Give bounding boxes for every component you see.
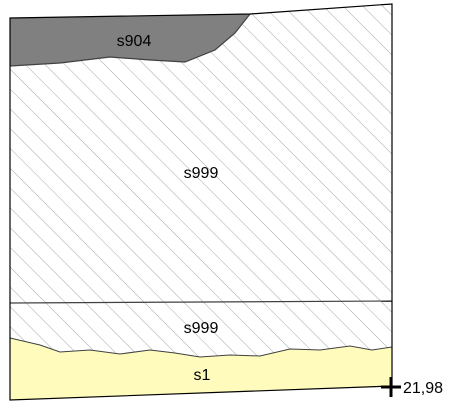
marker-coordinate-label: 21,98 <box>403 380 443 397</box>
crosshair-icon <box>381 377 401 397</box>
label-s999-upper: s999 <box>184 165 219 182</box>
section-outline <box>9 3 393 401</box>
label-s999-lower: s999 <box>184 320 219 337</box>
layer-s904 <box>10 14 250 66</box>
layer-s999-upper <box>10 4 392 303</box>
layer-s999-lower <box>10 301 392 357</box>
label-s1: s1 <box>194 367 211 384</box>
layer-s1 <box>10 338 392 400</box>
boundary-s999-s999 <box>9 300 393 304</box>
boundary-s999-s1 <box>9 337 393 358</box>
boundary-s904-s999 <box>9 13 251 67</box>
label-s904: s904 <box>117 33 152 50</box>
